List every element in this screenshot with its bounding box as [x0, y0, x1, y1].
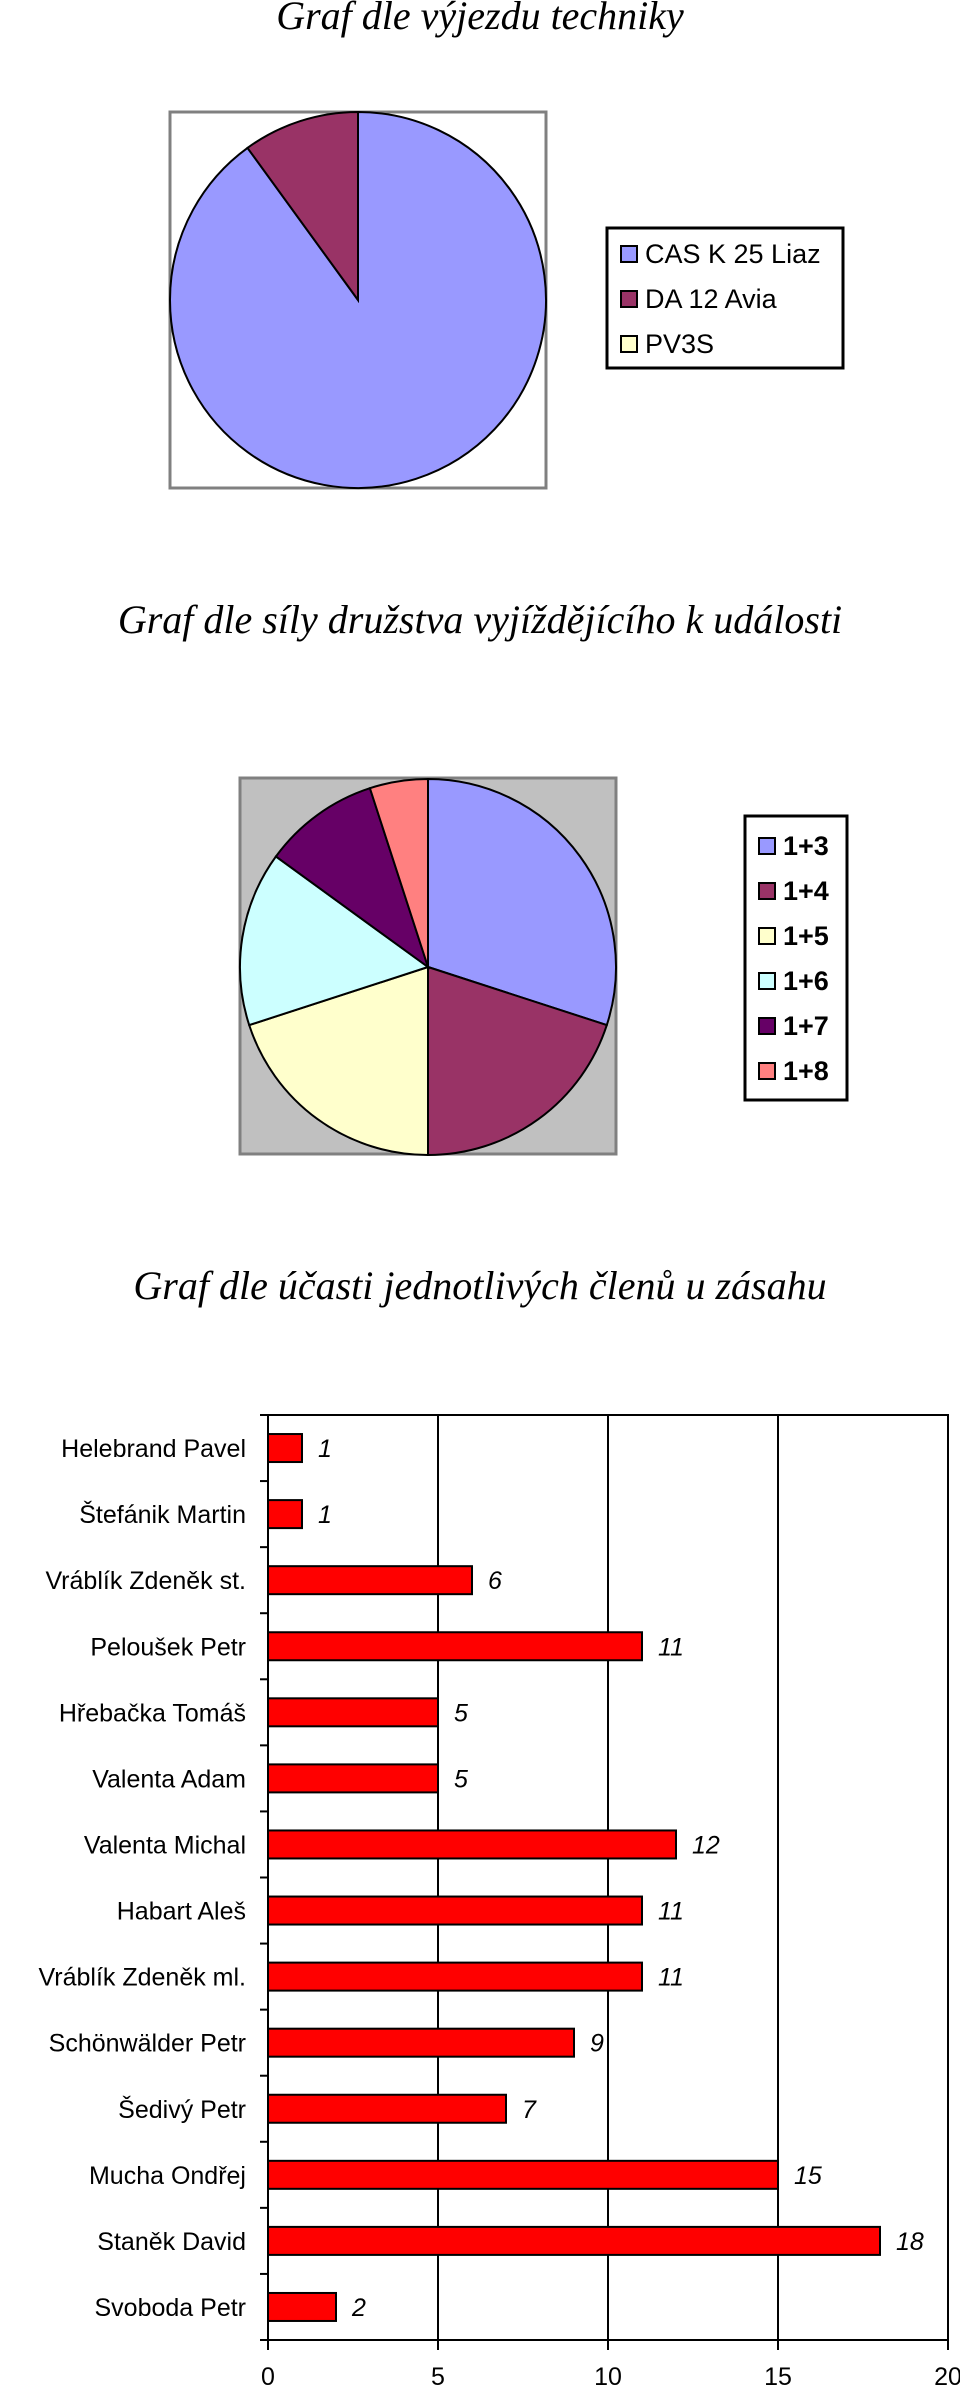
legend-swatch-1-3	[758, 837, 776, 855]
legend-label-da-12-avia: DA 12 Avia	[645, 284, 778, 314]
chart-title-vehicles: Graf dle výjezdu techniky	[276, 0, 684, 38]
bar-mucha-ondrej	[267, 2159, 779, 2190]
value-label-svoboda-petr: 2	[351, 2294, 366, 2322]
pie-slice-1-8	[368, 777, 429, 968]
category-label-valenta-michal: Valenta Michal	[84, 1831, 246, 1859]
bar-valenta-michal	[267, 1829, 677, 1860]
value-label-habart-ales: 11	[658, 1898, 684, 1926]
value-label-helebrand-pavel: 1	[318, 1435, 332, 1463]
bar-sedivy-petr	[267, 2093, 507, 2124]
legend-box	[743, 814, 849, 1102]
value-label-hrebacka-tomas: 5	[454, 1699, 468, 1727]
category-label-stanek-david: Staněk David	[97, 2228, 246, 2256]
value-label-vrablik-zdenek-st: 6	[488, 1567, 502, 1595]
pie-slice-1-6	[239, 855, 431, 1027]
category-label-habart-ales: Habart Aleš	[117, 1898, 246, 1926]
x-tick-label: 15	[764, 2363, 792, 2386]
category-label-svoboda-petr: Svoboda Petr	[95, 2294, 247, 2322]
category-label-sedivy-petr: Šedivý Petr	[118, 2095, 246, 2124]
category-label-vrablik-zdenek-ml: Vráblík Zdeněk ml.	[39, 1964, 246, 1992]
pie-slice-1-4	[427, 965, 609, 1157]
category-label-helebrand-pavel: Helebrand Pavel	[61, 1435, 246, 1463]
legend-label-pv3s: PV3S	[645, 329, 714, 359]
value-label-stefanik-martin: 1	[318, 1501, 332, 1529]
legend-swatch-cas-k-25-liaz	[620, 245, 638, 263]
value-label-sedivy-petr: 7	[522, 2096, 537, 2124]
bar-stefanik-martin	[267, 1499, 303, 1530]
legend-label-1-6: 1+6	[783, 966, 829, 996]
bar-habart-ales	[267, 1895, 643, 1926]
legend-swatch-pv3s	[620, 335, 638, 353]
bar-vrablik-zdenek-st	[267, 1565, 473, 1596]
legend-label-1-4: 1+4	[783, 876, 829, 906]
value-label-valenta-adam: 5	[454, 1765, 468, 1793]
value-label-schonwalder-petr: 9	[590, 2030, 604, 2058]
category-label-vrablik-zdenek-st: Vráblík Zdeněk st.	[45, 1567, 246, 1595]
pie-slice-1-3	[427, 777, 617, 1027]
value-label-valenta-michal: 12	[692, 1831, 720, 1859]
category-label-pelousek-petr: Peloušek Petr	[90, 1633, 246, 1661]
category-label-hrebacka-tomas: Hřebačka Tomáš	[59, 1699, 246, 1727]
legend-swatch-1-7	[758, 1017, 776, 1035]
value-label-vrablik-zdenek-ml: 11	[658, 1964, 684, 1992]
x-tick-label: 10	[594, 2363, 622, 2386]
legend-label-1-8: 1+8	[783, 1056, 829, 1086]
pie-slice-1-7	[274, 786, 430, 970]
x-tick-label: 0	[261, 2363, 275, 2386]
chart-title-crew-strength: Graf dle síly družstva vyjíždějícího k u…	[117, 597, 843, 642]
category-label-schonwalder-petr: Schönwälder Petr	[49, 2030, 246, 2058]
legend-label-1-5: 1+5	[783, 921, 829, 951]
category-label-mucha-ondrej: Mucha Ondřej	[89, 2162, 246, 2190]
bar-hrebacka-tomas	[267, 1697, 439, 1728]
pie-chart-crew-strength: 1+3 1+4 1+5 1+6 1+7 1+8	[238, 776, 849, 1157]
pie-slice-da-12-avia	[246, 110, 359, 304]
pie-chart-vehicles: CAS K 25 Liaz DA 12 Avia PV3S	[168, 110, 845, 490]
bar-svoboda-petr	[267, 2291, 337, 2322]
category-label-valenta-adam: Valenta Adam	[92, 1765, 246, 1793]
legend-box	[605, 226, 845, 370]
legend-swatch-1-8	[758, 1062, 776, 1080]
bar-helebrand-pavel	[267, 1433, 303, 1464]
legend-swatch-1-6	[758, 972, 776, 990]
value-label-mucha-ondrej: 15	[794, 2162, 822, 2190]
legend-label-1-3: 1+3	[783, 831, 829, 861]
value-label-pelousek-petr: 11	[658, 1633, 684, 1661]
bar-pelousek-petr	[267, 1631, 643, 1662]
x-tick-label: 20	[934, 2363, 960, 2386]
bar-stanek-david	[267, 2225, 881, 2256]
category-label-stefanik-martin: Štefánik Martin	[79, 1500, 246, 1529]
legend-swatch-da-12-avia	[620, 290, 638, 308]
bar-vrablik-zdenek-ml	[267, 1961, 643, 1992]
chart-title-member-attendance: Graf dle účasti jednotlivých členů u zás…	[133, 1263, 827, 1308]
bar-valenta-adam	[267, 1763, 439, 1794]
pie-slice-1-5	[247, 965, 429, 1157]
value-label-stanek-david: 18	[896, 2228, 924, 2256]
legend-label-cas-k-25-liaz: CAS K 25 Liaz	[645, 239, 821, 269]
bar-schonwalder-petr	[267, 2027, 575, 2058]
x-tick-label: 5	[431, 2363, 445, 2386]
legend-swatch-1-4	[758, 882, 776, 900]
legend-swatch-1-5	[758, 927, 776, 945]
legend-label-1-7: 1+7	[783, 1011, 829, 1041]
